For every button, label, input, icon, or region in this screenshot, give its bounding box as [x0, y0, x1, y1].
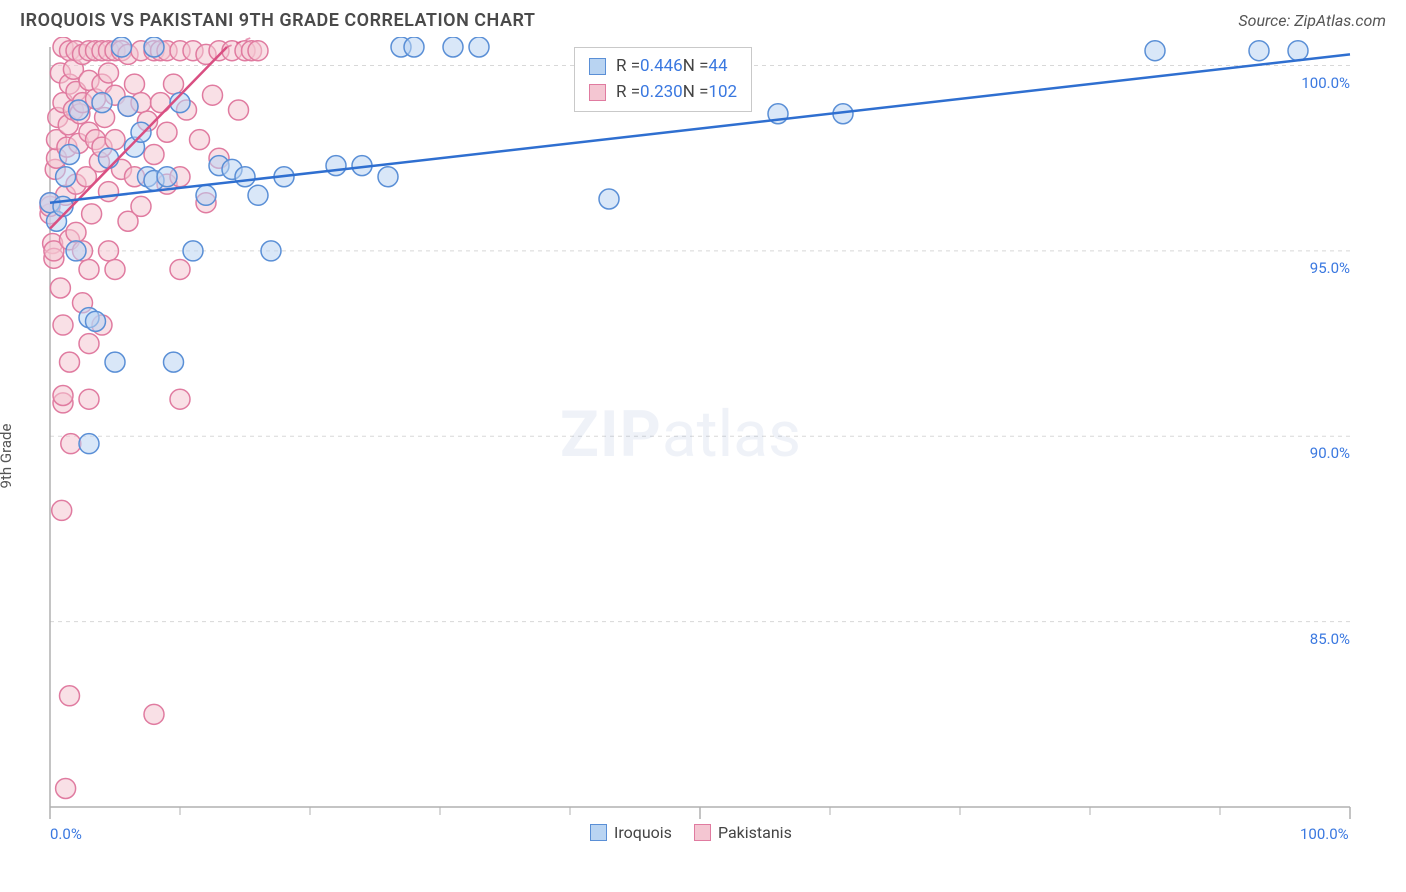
legend-item: Iroquois	[590, 823, 672, 842]
legend-swatch	[694, 824, 711, 841]
chart-source: Source: ZipAtlas.com	[1238, 11, 1386, 30]
legend-swatch	[589, 58, 606, 75]
legend-swatch	[589, 84, 606, 101]
x-tick-label: 100.0%	[1300, 825, 1349, 843]
chart-title: IROQUOIS VS PAKISTANI 9TH GRADE CORRELAT…	[20, 10, 535, 31]
correlation-stats-box: R = 0.446 N = 44R = 0.230 N = 102	[574, 47, 752, 112]
stats-row: R = 0.230 N = 102	[589, 80, 737, 106]
y-tick-label: 85.0%	[1290, 630, 1350, 648]
scatter-plot	[20, 37, 1360, 827]
y-axis-label: 9th Grade	[0, 424, 15, 489]
legend-swatch	[590, 824, 607, 841]
series-legend: Iroquois Pakistanis	[590, 823, 792, 842]
x-tick-label: 0.0%	[50, 825, 82, 843]
y-tick-label: 95.0%	[1290, 259, 1350, 277]
y-tick-label: 100.0%	[1290, 74, 1350, 92]
stats-row: R = 0.446 N = 44	[589, 54, 737, 80]
chart-header: IROQUOIS VS PAKISTANI 9TH GRADE CORRELAT…	[0, 0, 1406, 37]
y-tick-label: 90.0%	[1290, 444, 1350, 462]
legend-item: Pakistanis	[694, 823, 792, 842]
chart-container: 9th Grade ZIPatlas R = 0.446 N = 44R = 0…	[20, 37, 1386, 857]
